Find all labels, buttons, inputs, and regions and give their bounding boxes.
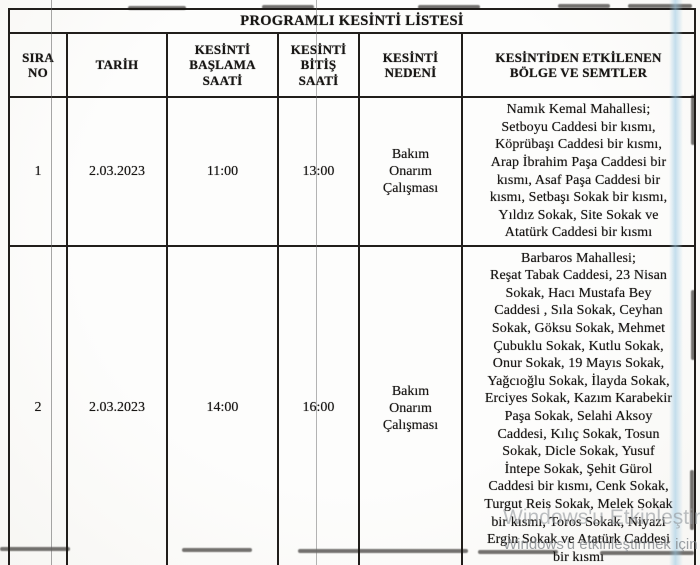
table-row: 2 2.03.2023 14:00 16:00 Bakım Onarım Çal… — [8, 245, 697, 565]
table-header-row: SIRA NO TARİH KESİNTİ BAŞLAMA SAATİ KESİ… — [8, 32, 697, 98]
header-baslama-saati: KESİNTİ BAŞLAMA SAATİ — [166, 32, 279, 98]
table-title-row: PROGRAMLI KESİNTİ LİSTESİ — [7, 8, 697, 34]
cell-bitis-saati: 16:00 — [277, 245, 360, 565]
header-kesinti-nedeni: KESİNTİ NEDENİ — [358, 32, 463, 98]
cell-sira-no: 2 — [8, 245, 68, 565]
table-row: 1 2.03.2023 11:00 13:00 Bakım Onarım Çal… — [8, 96, 697, 247]
cell-bitis-saati: 13:00 — [277, 96, 360, 247]
header-tarih: TARİH — [66, 32, 168, 98]
cell-tarih: 2.03.2023 — [66, 245, 168, 565]
cell-sira-no: 1 — [8, 96, 68, 247]
cell-tarih: 2.03.2023 — [66, 96, 168, 247]
page-title: PROGRAMLI KESİNTİ LİSTESİ — [7, 8, 697, 34]
cell-baslama-saati: 11:00 — [166, 96, 279, 247]
cell-bolge-semtler: Namık Kemal Mahallesi; Setboyu Caddesi b… — [460, 96, 697, 247]
header-bolge-semtler: KESİNTİDEN ETKİLENEN BÖLGE VE SEMTLER — [460, 32, 697, 98]
outage-table: PROGRAMLI KESİNTİ LİSTESİ SIRA NO TARİH … — [7, 8, 697, 565]
cell-baslama-saati: 14:00 — [166, 245, 279, 565]
cell-bolge-semtler: Barbaros Mahallesi; Reşat Tabak Caddesi,… — [460, 245, 697, 565]
header-bitis-saati: KESİNTİ BİTİŞ SAATİ — [277, 32, 360, 98]
cell-kesinti-nedeni: Bakım Onarım Çalışması — [358, 245, 463, 565]
header-sira-no: SIRA NO — [8, 32, 68, 98]
cell-kesinti-nedeni: Bakım Onarım Çalışması — [358, 96, 463, 247]
